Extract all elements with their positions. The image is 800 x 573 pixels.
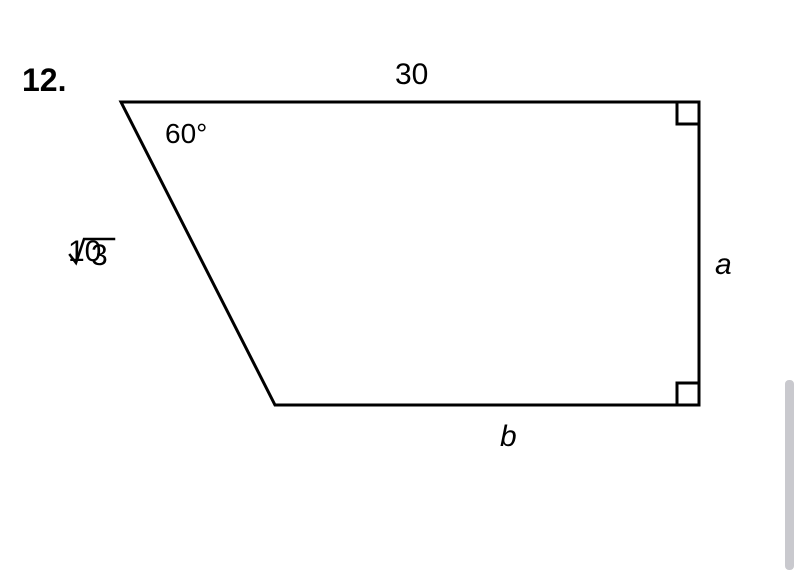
scrollbar-hint bbox=[0, 0, 800, 573]
scrollbar-thumb bbox=[785, 380, 794, 570]
